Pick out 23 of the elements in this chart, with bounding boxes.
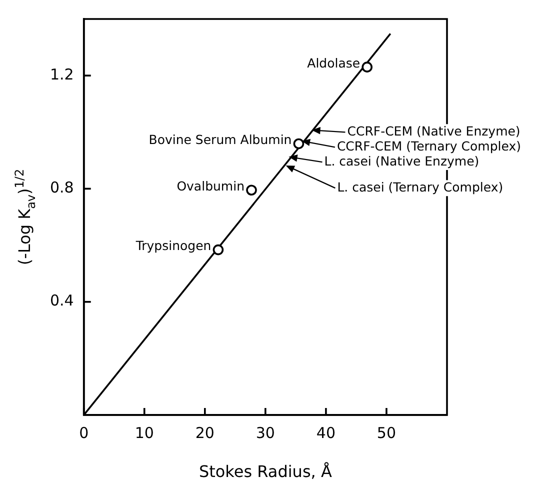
point (362, 62, 373, 72)
x-tick-label: 30 (256, 424, 275, 442)
annotation: L. casei (Ternary Complex) (337, 179, 504, 194)
x-tick-label: 20 (195, 424, 214, 442)
y-tick-label: 0.8 (50, 178, 74, 197)
point (246, 184, 257, 196)
y-tick-label: 0.4 (50, 292, 74, 310)
annotation: Bovine Serum Albumin (148, 132, 292, 147)
x-tick-label: 40 (316, 424, 336, 442)
annotation: CCRF-CEM (Native Enzyme) (347, 123, 520, 138)
annotation: Aldolase (307, 55, 360, 70)
point (293, 138, 304, 150)
annotation: L. casei (Native Enzyme) (324, 153, 480, 168)
point (212, 244, 224, 256)
y-axis-title: (-Log Kav)1/2 (12, 168, 38, 266)
annotation: CCRF-CEM (Ternary Complex) (336, 138, 521, 154)
x-axis-title: Stokes Radius, Å (198, 462, 332, 481)
annotation: Ovalbumin (176, 178, 245, 194)
annotation: Trypsinogen (134, 238, 212, 254)
x-tick-label: 50 (376, 424, 396, 442)
y-tick-label: 1.2 (50, 65, 74, 84)
x-tick-label: 10 (134, 424, 154, 442)
x-tick-label: 0 (79, 424, 89, 442)
